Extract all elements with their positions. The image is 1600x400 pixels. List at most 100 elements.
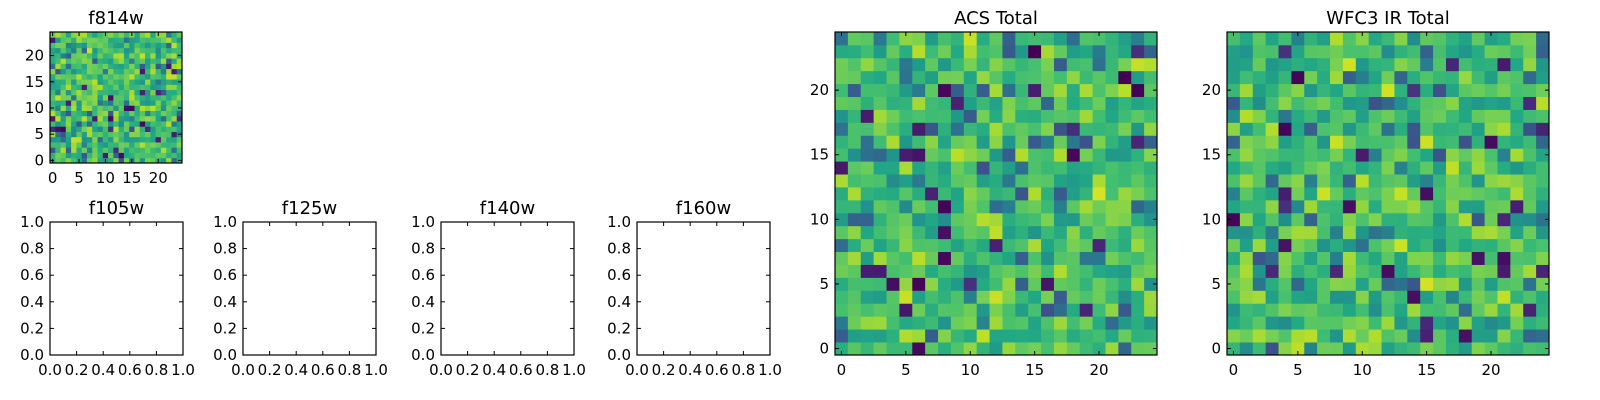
heatmap-cell xyxy=(123,73,130,80)
heatmap-cell xyxy=(1536,148,1550,162)
heatmap-cell xyxy=(1041,122,1055,136)
heatmap-cell xyxy=(1239,225,1254,240)
heatmap-cell xyxy=(847,342,862,356)
heatmap-cell xyxy=(160,115,167,122)
heatmap-cell xyxy=(1342,96,1357,110)
heatmap-cell xyxy=(1118,83,1132,97)
heatmap-cell xyxy=(1355,109,1370,123)
heatmap-cell xyxy=(118,79,125,85)
axes-frame xyxy=(440,221,575,356)
heatmap-cell xyxy=(1445,83,1460,97)
heatmap-cell xyxy=(950,174,965,188)
heatmap-cell xyxy=(1239,174,1254,188)
x-tick-label: 0.8 xyxy=(535,361,559,379)
heatmap-cell xyxy=(176,126,183,132)
heatmap-cell xyxy=(912,264,926,278)
heatmap-cell xyxy=(1278,32,1292,46)
heatmap-cell xyxy=(1002,329,1016,343)
heatmap-cell xyxy=(1536,277,1550,291)
heatmap-cell xyxy=(950,329,965,343)
heatmap-cell xyxy=(1536,96,1550,110)
heatmap-cell xyxy=(55,131,61,138)
y-tick-label: 10 xyxy=(810,210,829,228)
heatmap-cell xyxy=(86,152,93,159)
heatmap-cell xyxy=(1471,148,1485,162)
heatmap-cell xyxy=(1144,303,1158,317)
heatmap-cell xyxy=(81,32,88,38)
heatmap-cell xyxy=(1433,109,1447,123)
heatmap-cell xyxy=(155,142,162,148)
heatmap-cell xyxy=(1239,329,1254,343)
heatmap-cell xyxy=(97,121,104,127)
heatmap-cell xyxy=(1131,264,1145,278)
heatmap-cell xyxy=(81,47,88,54)
heatmap-cell xyxy=(989,238,1003,253)
heatmap-cell xyxy=(1041,316,1055,330)
heatmap-cell xyxy=(65,68,72,75)
heatmap-cell xyxy=(1278,251,1292,265)
heatmap-cell xyxy=(81,131,88,138)
heatmap-cell xyxy=(76,152,83,159)
heatmap-cell xyxy=(1105,44,1119,59)
heatmap-cell xyxy=(139,121,146,127)
heatmap-cell xyxy=(1355,70,1370,85)
heatmap-cell xyxy=(835,135,849,149)
heatmap-cell xyxy=(65,37,72,43)
heatmap-cell xyxy=(950,32,965,46)
heatmap-cell xyxy=(1079,135,1093,149)
heatmap-cell xyxy=(166,52,172,59)
heatmap-cell xyxy=(1066,96,1081,110)
heatmap-cell xyxy=(938,212,952,227)
heatmap-cell xyxy=(171,121,178,127)
heatmap-cell xyxy=(1002,70,1016,85)
heatmap-cell xyxy=(76,94,83,101)
heatmap-cell xyxy=(1066,290,1081,304)
heatmap-cell xyxy=(899,212,913,227)
heatmap-cell xyxy=(76,136,83,143)
heatmap-cell xyxy=(989,303,1003,317)
heatmap-cell xyxy=(1015,109,1029,123)
heatmap-cell xyxy=(118,121,125,127)
heatmap-cell xyxy=(113,136,120,143)
heatmap-cell xyxy=(1278,264,1292,278)
y-tick-label: 10 xyxy=(1202,210,1221,228)
heatmap-cell xyxy=(1265,238,1279,253)
heatmap-cell xyxy=(1131,174,1145,188)
heatmap-cell xyxy=(912,135,926,149)
heatmap-cell xyxy=(912,329,926,343)
heatmap-cell xyxy=(60,84,67,91)
heatmap-cell xyxy=(1131,187,1145,201)
heatmap-cell xyxy=(102,73,109,80)
heatmap-cell xyxy=(1053,199,1068,214)
heatmap-cell xyxy=(97,131,104,138)
heatmap-cell xyxy=(1092,148,1106,162)
heatmap-cell xyxy=(97,47,104,54)
heatmap-cell xyxy=(160,136,167,143)
heatmap-cell xyxy=(1458,96,1473,110)
heatmap-cell xyxy=(835,32,849,46)
heatmap-cell xyxy=(166,105,172,111)
heatmap-cell xyxy=(166,63,172,70)
heatmap-cell xyxy=(1066,174,1081,188)
heatmap-cell xyxy=(1497,148,1511,162)
heatmap-cell xyxy=(155,152,162,159)
heatmap-cell xyxy=(71,100,77,106)
heatmap-cell xyxy=(60,157,67,164)
heatmap-cell xyxy=(1041,251,1055,265)
heatmap-cell xyxy=(60,147,67,153)
heatmap-cell xyxy=(976,316,990,330)
heatmap-cell xyxy=(1523,238,1537,253)
heatmap-cell xyxy=(938,290,952,304)
heatmap-cell xyxy=(1265,264,1279,278)
heatmap-cell xyxy=(118,100,125,106)
heatmap-cell xyxy=(1381,225,1395,240)
heatmap-cell xyxy=(123,47,130,54)
heatmap-cell xyxy=(1053,329,1068,343)
heatmap-cell xyxy=(60,110,67,117)
heatmap-cell xyxy=(1131,212,1145,227)
heatmap-cell xyxy=(873,57,887,72)
heatmap-cell xyxy=(160,58,167,64)
x-tick-label: 0.2 xyxy=(456,361,480,379)
heatmap-cell xyxy=(1433,32,1447,46)
